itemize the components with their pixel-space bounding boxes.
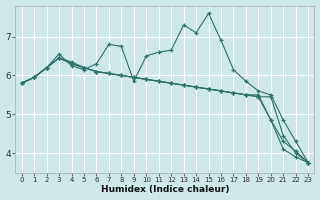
X-axis label: Humidex (Indice chaleur): Humidex (Indice chaleur) — [101, 185, 229, 194]
